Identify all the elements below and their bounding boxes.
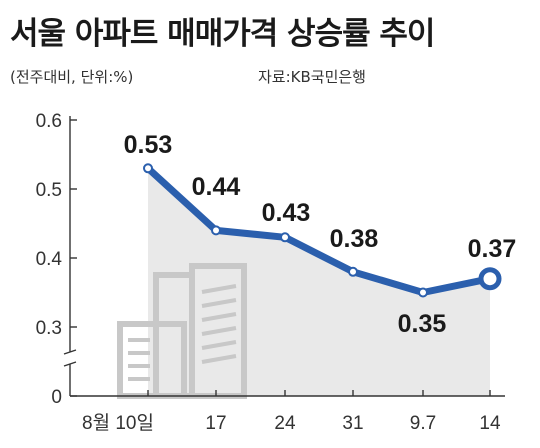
x-tick-label: 24 (274, 413, 296, 434)
building-icon-window-stripe (201, 340, 237, 350)
data-point (348, 266, 358, 277)
y-tick-label: 0.3 (36, 318, 62, 339)
data-label: 0.37 (468, 235, 517, 263)
data-point (280, 232, 290, 243)
data-point (211, 225, 221, 236)
data-label: 0.38 (330, 225, 379, 253)
x-tick-label: 31 (342, 413, 363, 434)
chart-unit-note: (전주대비, 단위:%) (10, 68, 134, 86)
building-icon-window-stripe (201, 354, 237, 364)
data-label: 0.44 (192, 173, 241, 201)
data-label: 0.43 (262, 199, 311, 227)
chart-line-layer (143, 163, 502, 298)
y-axis-break-mark (63, 349, 77, 372)
x-tick-label: 14 (479, 413, 501, 434)
data-point (143, 163, 153, 174)
building-icon-window-stripe (201, 312, 237, 322)
chart-title: 서울 아파트 매매가격 상승률 추이 (10, 16, 435, 52)
y-tick-label: 0.5 (36, 180, 62, 201)
x-tick-label: 17 (205, 413, 226, 434)
data-point (418, 287, 428, 298)
building-icon-window-stripe (201, 284, 237, 294)
building-icon-window-stripe (201, 326, 237, 336)
y-tick-label: 0.4 (36, 249, 63, 270)
data-point (478, 267, 502, 291)
data-label: 0.53 (124, 131, 173, 159)
y-tick-label: 0.6 (36, 111, 62, 132)
chart-axis-layer: 0.6 0.5 0.4 0.3 0 8월 10일 17 24 31 9.7 14 (36, 111, 505, 434)
building-icon-window-stripe (201, 298, 237, 308)
chart-area-fill (148, 168, 490, 396)
chart-area-layer (148, 168, 490, 396)
x-tick-label: 9.7 (410, 413, 436, 434)
chart-label-layer: 0.53 0.44 0.43 0.38 0.35 0.37 (124, 131, 517, 338)
chart-source: 자료:KB국민은행 (258, 68, 366, 86)
y-tick-label: 0 (51, 387, 62, 408)
data-label: 0.35 (398, 310, 447, 338)
x-tick-label: 8월 10일 (82, 412, 154, 434)
series-line (144, 164, 494, 296)
